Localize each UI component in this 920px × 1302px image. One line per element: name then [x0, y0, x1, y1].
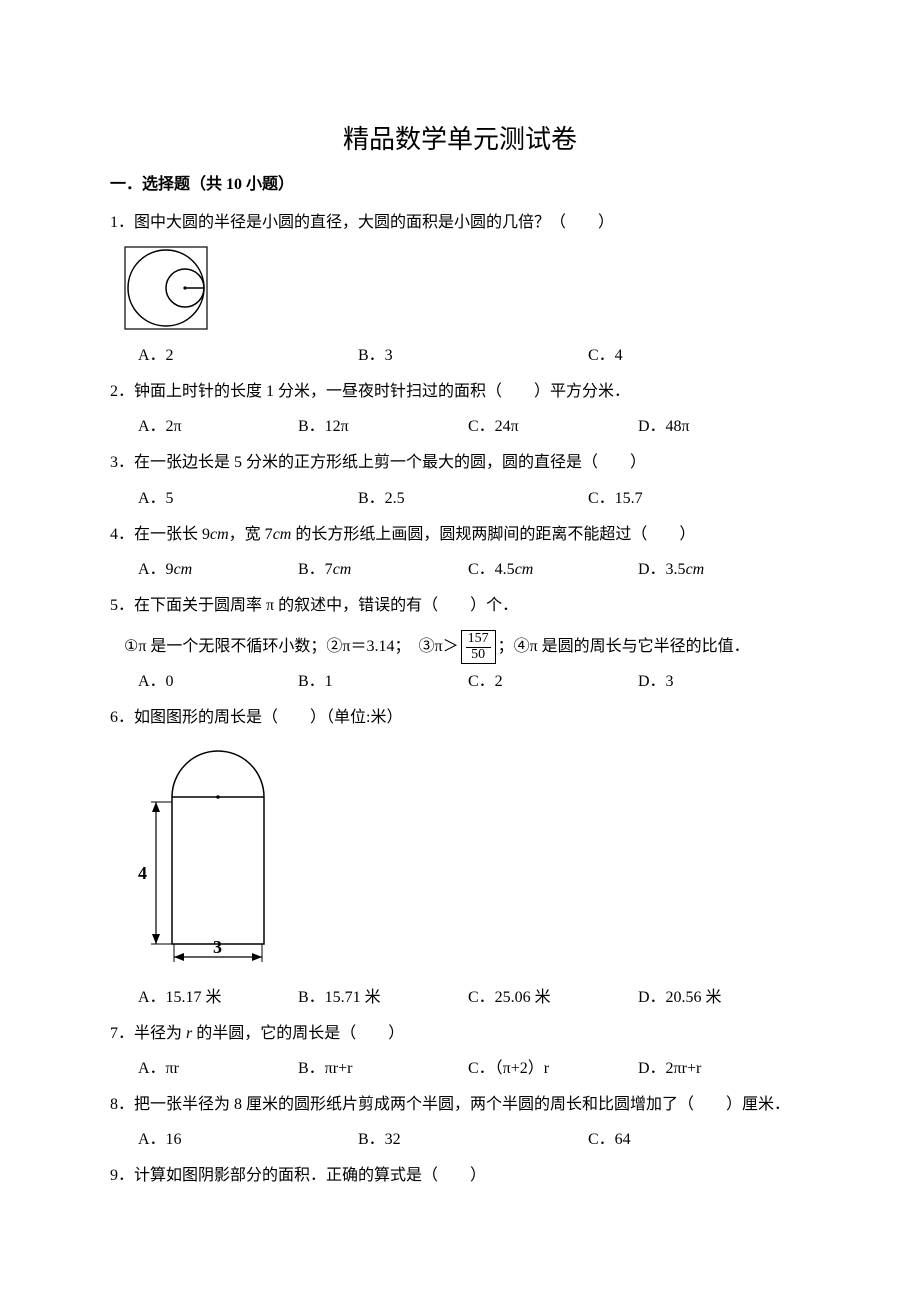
- q1-opt-c: C．4: [588, 344, 748, 368]
- question-1: 1．图中大圆的半径是小圆的直径，大圆的面积是小圆的几倍？（ ）: [110, 205, 810, 240]
- page-title: 精品数学单元测试卷: [110, 120, 810, 159]
- q6-opt-c: C．25.06 米: [468, 986, 638, 1010]
- q3-opt-c: C．15.7: [588, 487, 748, 511]
- question-8: 8．把一张半径为 8 厘米的圆形纸片剪成两个半圆，两个半圆的周长和比圆增加了（ …: [110, 1087, 810, 1122]
- q7-part-b: 的半圆，它的周长是（ ）: [192, 1025, 404, 1042]
- q2-opt-d: D．48π: [638, 415, 778, 439]
- q8-opt-a: A．16: [138, 1128, 358, 1152]
- q8-opt-c: C．64: [588, 1128, 748, 1152]
- q7-opt-d: D．2πr+r: [638, 1057, 778, 1081]
- q6-opt-d: D．20.56 米: [638, 986, 778, 1010]
- q5-line2a: ①π 是一个无限不循环小数；②π＝3.14； ③π＞: [124, 638, 459, 655]
- q1-figure: [124, 246, 810, 338]
- q1-options: A．2 B．3 C．4: [138, 344, 810, 368]
- q5-opt-d: D．3: [638, 670, 778, 694]
- q3-opt-a: A．5: [138, 487, 358, 511]
- q4-cm1: cm: [210, 526, 229, 543]
- q3-options: A．5 B．2.5 C．15.7: [138, 487, 810, 511]
- section-heading: 一．选择题（共 10 小题）: [110, 173, 810, 197]
- question-7: 7．半径为 r 的半圆，它的周长是（ ）: [110, 1016, 810, 1051]
- q5-line2b: ；④π 是圆的周长与它半径的比值．: [498, 638, 750, 655]
- q4-opt-a: A．9cm: [138, 558, 298, 582]
- q5-opt-a: A．0: [138, 670, 298, 694]
- q2-opt-b: B．12π: [298, 415, 468, 439]
- q4-opt-b: B．7cm: [298, 558, 468, 582]
- question-4: 4．在一张长 9cm，宽 7cm 的长方形纸上画圆，圆规两脚间的距离不能超过（ …: [110, 517, 810, 552]
- q2-opt-a: A．2π: [138, 415, 298, 439]
- q8-opt-b: B．32: [358, 1128, 588, 1152]
- q3-opt-b: B．2.5: [358, 487, 588, 511]
- q8-options: A．16 B．32 C．64: [138, 1128, 810, 1152]
- q6-opt-a: A．15.17 米: [138, 986, 298, 1010]
- q4-opt-d: D．3.5cm: [638, 558, 778, 582]
- q4-part-a: 4．在一张长 9: [110, 526, 210, 543]
- q7-part-a: 7．半径为: [110, 1025, 186, 1042]
- svg-text:4: 4: [138, 863, 147, 883]
- q5-options: A．0 B．1 C．2 D．3: [138, 670, 810, 694]
- q4-opt-c: C．4.5cm: [468, 558, 638, 582]
- question-3: 3．在一张边长是 5 分米的正方形纸上剪一个最大的圆，圆的直径是（ ）: [110, 445, 810, 480]
- q7-options: A．πr B．πr+r C．（π+2）r D．2πr+r: [138, 1057, 810, 1081]
- q6-options: A．15.17 米 B．15.71 米 C．25.06 米 D．20.56 米: [138, 986, 810, 1010]
- q4-cm2: cm: [273, 526, 292, 543]
- q1-opt-b: B．3: [358, 344, 588, 368]
- svg-text:3: 3: [213, 937, 222, 957]
- q2-opt-c: C．24π: [468, 415, 638, 439]
- q5-opt-c: C．2: [468, 670, 638, 694]
- q6-opt-b: B．15.71 米: [298, 986, 468, 1010]
- q1-opt-a: A．2: [138, 344, 358, 368]
- question-2: 2．钟面上时针的长度 1 分米，一昼夜时针扫过的面积（ ）平方分米．: [110, 374, 810, 409]
- q6-figure: 43: [124, 742, 810, 980]
- q5-statements: ①π 是一个无限不循环小数；②π＝3.14； ③π＞15750；④π 是圆的周长…: [124, 629, 810, 665]
- q4-part-b: ，宽 7: [229, 526, 273, 543]
- q2-options: A．2π B．12π C．24π D．48π: [138, 415, 810, 439]
- q7-opt-a: A．πr: [138, 1057, 298, 1081]
- q5-fraction: 15750: [461, 630, 496, 664]
- q7-opt-b: B．πr+r: [298, 1057, 468, 1081]
- question-9: 9．计算如图阴影部分的面积．正确的算式是（ ）: [110, 1158, 810, 1193]
- q7-opt-c: C．（π+2）r: [468, 1057, 638, 1081]
- q4-options: A．9cm B．7cm C．4.5cm D．3.5cm: [138, 558, 810, 582]
- q5-opt-b: B．1: [298, 670, 468, 694]
- question-6: 6．如图图形的周长是（ ）（单位:米）: [110, 700, 810, 735]
- question-5: 5．在下面关于圆周率 π 的叙述中，错误的有（ ）个．: [110, 588, 810, 623]
- q4-part-c: 的长方形纸上画圆，圆规两脚间的距离不能超过（ ）: [291, 526, 695, 543]
